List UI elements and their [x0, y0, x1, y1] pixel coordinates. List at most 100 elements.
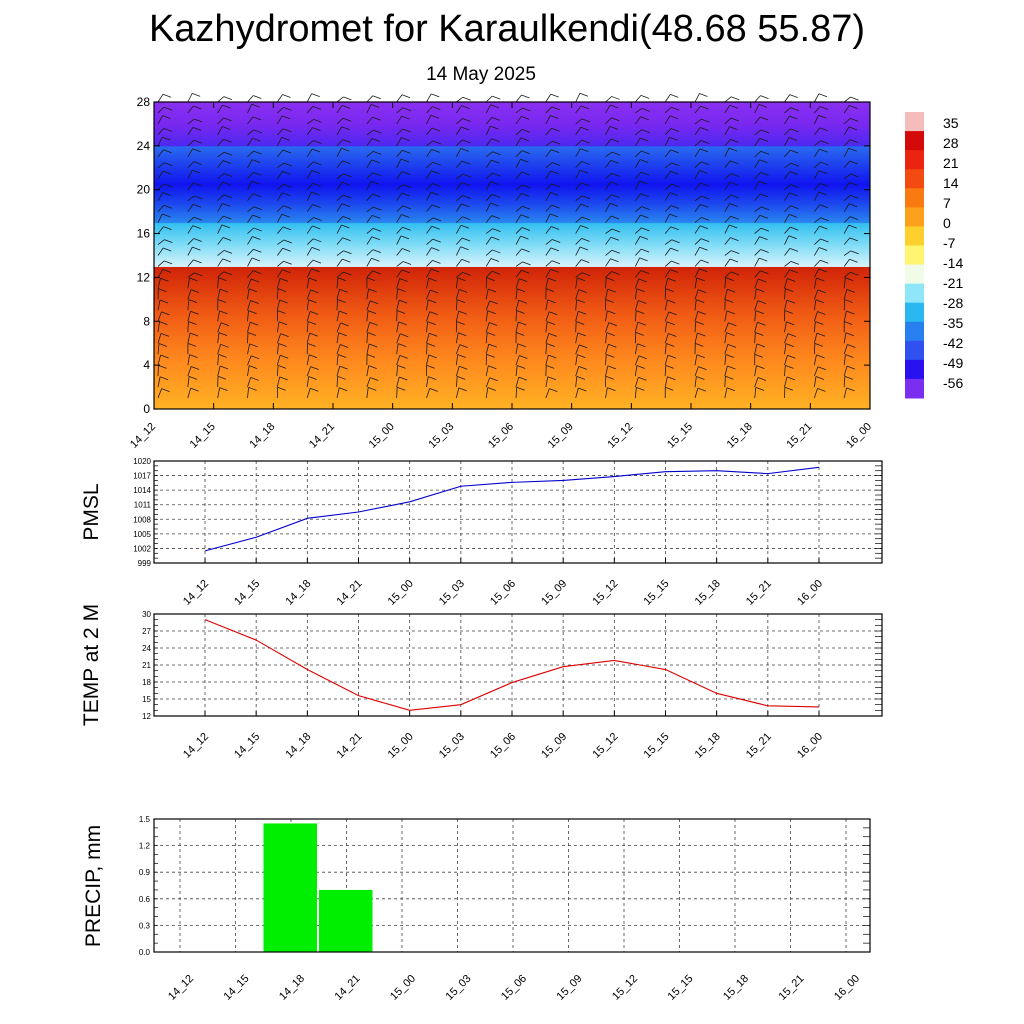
wind-barb	[754, 227, 762, 234]
x-tick-label: 14_18	[283, 578, 313, 608]
wind-barb-flag	[188, 299, 198, 304]
wind-barb	[276, 333, 281, 344]
wind-barb-flag	[488, 365, 497, 370]
wind-barb-flag	[458, 332, 467, 337]
wind-barb-flag	[670, 247, 679, 252]
wind-barb-flag	[161, 388, 170, 393]
wind-barb-flag	[341, 104, 351, 109]
wind-barb-flag	[816, 332, 826, 337]
wind-barb-flag	[521, 94, 530, 99]
x-tick-label: 14_15	[188, 421, 218, 451]
wind-barb-flag	[549, 388, 558, 392]
wind-barb-flag	[731, 173, 740, 178]
wind-barb	[605, 228, 613, 234]
wind-barb-flag	[695, 321, 704, 325]
wind-barb	[277, 149, 284, 158]
wind-barb-flag	[193, 259, 202, 264]
wind-barb-flag	[850, 96, 859, 101]
wind-barb	[754, 249, 761, 256]
wind-barb	[575, 259, 582, 267]
wind-barb	[366, 257, 372, 267]
wind-barb-flag	[431, 127, 441, 132]
wind-barb-flag	[726, 387, 736, 392]
x-tick-label: 15_06	[486, 421, 516, 451]
wind-barb-flag	[638, 355, 647, 360]
wind-barb	[157, 311, 162, 322]
wind-barb	[485, 300, 491, 311]
wind-barb-flag	[756, 365, 765, 370]
wind-barb	[605, 215, 612, 223]
wind-barb	[575, 148, 581, 158]
wind-barb	[396, 214, 402, 223]
wind-barb	[694, 195, 702, 202]
wind-barb	[784, 365, 786, 377]
wind-barb-flag	[697, 310, 706, 315]
wind-barb-flag	[849, 258, 858, 263]
wind-barb	[485, 310, 489, 322]
wind-barb	[605, 271, 612, 278]
x-tick-label: 14_18	[283, 731, 313, 761]
wind-barb-flag	[342, 117, 352, 122]
wind-barb	[485, 138, 492, 147]
wind-barb	[724, 203, 730, 212]
wind-barb-flag	[457, 277, 466, 282]
wind-barb-flag	[790, 149, 799, 154]
wind-barb-flag	[549, 213, 559, 218]
wind-barb	[843, 332, 847, 344]
wind-barb-flag	[699, 246, 708, 251]
wind-barb-flag	[163, 247, 172, 252]
wind-barb-flag	[789, 192, 798, 197]
wind-barb	[247, 236, 253, 245]
wind-barb	[545, 93, 552, 103]
wind-barb	[276, 343, 279, 355]
x-tick-label: 15_18	[693, 578, 723, 608]
wind-barb	[634, 365, 638, 377]
wind-barb	[157, 333, 162, 344]
wind-barb-flag	[849, 216, 859, 220]
wind-barb-flag	[461, 203, 470, 208]
wind-barb	[247, 365, 250, 377]
wind-barb	[366, 322, 371, 333]
wind-barb-flag	[522, 107, 531, 112]
wind-barb	[187, 299, 190, 311]
wind-barb-flag	[639, 236, 649, 240]
wind-barb-flag	[758, 278, 767, 283]
wind-barb-flag	[372, 249, 382, 253]
wind-barb-flag	[669, 269, 679, 273]
wind-barb-flag	[248, 365, 258, 369]
wind-barb	[634, 300, 639, 311]
wind-barb	[306, 225, 313, 234]
wind-barb-flag	[190, 289, 200, 294]
wind-barb-flag	[757, 300, 766, 304]
wind-barb-flag	[163, 226, 172, 231]
wind-barb-flag	[253, 95, 262, 99]
wind-barb	[754, 310, 757, 322]
wind-barb-flag	[280, 333, 289, 337]
wind-barb-flag	[817, 387, 826, 392]
wind-barb	[843, 105, 850, 114]
wind-barb	[217, 117, 224, 125]
wind-barb	[426, 277, 429, 289]
wind-barb	[634, 257, 641, 267]
wind-barb-flag	[368, 288, 377, 293]
y-tick-label: 21	[142, 661, 151, 670]
wind-barb	[455, 126, 462, 136]
wind-barb-flag	[249, 343, 258, 348]
wind-barb-flag	[786, 376, 796, 381]
wind-barb-flag	[789, 248, 799, 252]
wind-barb	[515, 300, 520, 311]
colorbar-label: 28	[943, 135, 959, 151]
wind-barb	[306, 376, 310, 388]
wind-barb-flag	[342, 139, 351, 143]
wind-barb	[247, 270, 254, 278]
wind-barb-flag	[430, 114, 439, 119]
wind-barb-flag	[342, 216, 352, 220]
wind-barb	[813, 321, 816, 333]
colorbar-swatch	[905, 112, 924, 132]
wind-barb-flag	[518, 299, 527, 304]
wind-barb	[247, 159, 253, 168]
wind-barb	[515, 387, 518, 399]
wind-barb-flag	[850, 117, 859, 122]
wind-barb-flag	[790, 184, 799, 188]
